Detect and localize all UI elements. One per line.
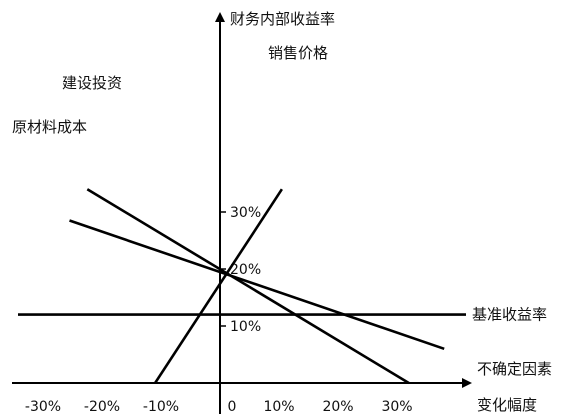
series-label: 销售价格 [268,44,328,62]
x-tick-label: 0 [228,399,237,415]
y-axis-label: 财务内部收益率 [230,10,335,28]
series-label: 建设投资 [62,74,122,92]
reference-line-label: 基准收益率 [472,306,547,324]
series-line [69,219,445,351]
y-tick-label: 30% [230,205,261,221]
x-tick-label: 20% [322,399,353,415]
series-line [154,188,283,384]
y-ticks: 10% 20% 30% [220,205,261,335]
series-line [86,188,410,385]
y-tick-label: 20% [230,262,261,278]
series-lines [69,188,445,385]
x-tick-label: -20% [84,399,120,415]
x-axis-label-line2: 变化幅度 [477,396,537,414]
x-tick-label: -30% [25,399,61,415]
x-tick-label: 30% [381,399,412,415]
x-axis-label-line1: 不确定因素 [477,360,552,378]
reference-lines: 基准收益率 [18,306,547,324]
x-ticks: -30% -20% -10% 0 10% 20% 30% [25,399,413,415]
series-label: 原材料成本 [12,118,87,136]
x-tick-label: -10% [143,399,179,415]
y-tick-label: 10% [230,319,261,335]
x-tick-label: 10% [263,399,294,415]
